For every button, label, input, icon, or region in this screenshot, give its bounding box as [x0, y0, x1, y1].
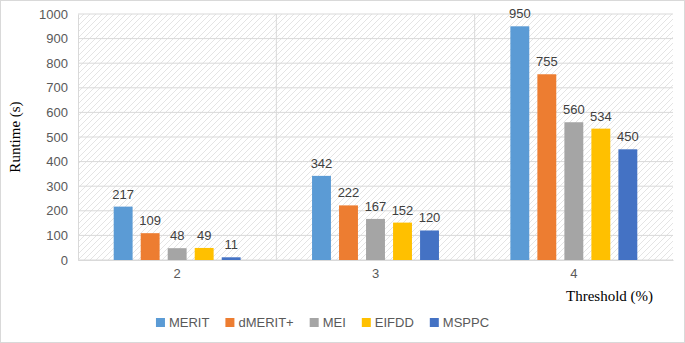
y-tick: 700 — [46, 80, 78, 95]
legend-label: MSPPC — [443, 315, 489, 330]
grid-line — [78, 186, 673, 187]
x-tick-label: 3 — [372, 266, 379, 281]
bar — [141, 233, 160, 260]
x-tick: 2 — [174, 260, 181, 281]
bar — [339, 205, 358, 260]
y-tick-label: 100 — [46, 228, 68, 243]
plot: 0 100 200 300 400 500 600 700 800 900 1000 2 3 4 217 34… — [39, 6, 673, 281]
legend-label: MERIT — [169, 315, 210, 330]
legend-swatch — [156, 318, 165, 327]
y-tick-label: 600 — [46, 105, 68, 120]
x-tick: 4 — [570, 260, 577, 281]
bar — [618, 149, 637, 260]
y-tick-label: 200 — [46, 203, 68, 218]
data-label: 120 — [419, 210, 441, 225]
y-tick-label: 500 — [46, 130, 68, 145]
y-tick-label: 1000 — [39, 7, 68, 22]
x-axis: 2 3 4 — [79, 260, 674, 281]
grid-line — [78, 63, 673, 64]
bar — [168, 248, 187, 260]
data-label: 109 — [139, 213, 161, 228]
grid-line — [78, 137, 673, 138]
data-label: 48 — [170, 228, 184, 243]
legend-item: dMERIT+ — [225, 315, 293, 330]
bar — [195, 248, 214, 260]
bar — [420, 230, 439, 260]
legend-label: MEI — [323, 315, 346, 330]
bar — [222, 257, 241, 260]
data-label: 49 — [197, 228, 211, 243]
grid — [78, 14, 673, 260]
legend-swatch — [430, 318, 439, 327]
bar — [591, 129, 610, 260]
y-tick: 600 — [46, 105, 78, 120]
y-tick-label: 800 — [46, 56, 68, 71]
legend-item: MERIT — [156, 315, 210, 330]
y-axis-title: Runtime (s) — [7, 101, 24, 172]
data-label: 167 — [365, 199, 387, 214]
y-tick: 300 — [46, 179, 78, 194]
legend-label: dMERIT+ — [238, 315, 293, 330]
x-axis-title: Threshold (%) — [566, 288, 653, 305]
x-tick: 3 — [372, 260, 379, 281]
x-tick-label: 4 — [570, 266, 577, 281]
grid-line — [78, 87, 673, 88]
bars — [114, 26, 638, 260]
y-tick-label: 700 — [46, 80, 68, 95]
bar — [312, 176, 331, 260]
y-tick: 1000 — [39, 7, 78, 22]
grid-line — [78, 14, 673, 15]
legend-swatch — [362, 318, 371, 327]
data-label: 755 — [536, 54, 558, 69]
data-label: 11 — [224, 237, 238, 252]
legend: MERIT dMERIT+ MEI EIFDD MSPPC — [156, 315, 489, 330]
bar — [393, 223, 412, 260]
data-label: 534 — [590, 109, 612, 124]
y-tick: 900 — [46, 31, 78, 46]
y-tick: 500 — [46, 130, 78, 145]
y-axis-line — [78, 15, 79, 261]
legend-item: EIFDD — [362, 315, 414, 330]
plot-background — [78, 14, 673, 260]
bar — [366, 219, 385, 260]
data-label: 152 — [392, 203, 414, 218]
y-tick: 800 — [46, 56, 78, 71]
grid-line — [78, 38, 673, 39]
data-label: 950 — [509, 6, 531, 21]
y-tick: 200 — [46, 203, 78, 218]
y-tick-label: 900 — [46, 31, 68, 46]
y-axis: 0 100 200 300 400 500 600 700 800 900 1000 — [39, 7, 78, 268]
data-labels: 217 342 950 109 222 755 48 167 560 49 152 534 11 120 4… — [112, 6, 638, 252]
legend-item: MSPPC — [430, 315, 489, 330]
data-label: 342 — [311, 156, 333, 171]
y-tick: 400 — [46, 154, 78, 169]
data-label: 222 — [338, 185, 360, 200]
legend-item: MEI — [310, 315, 346, 330]
legend-swatch — [310, 318, 319, 327]
category-divider — [276, 14, 277, 260]
bar — [537, 74, 556, 260]
y-tick: 0 — [61, 253, 78, 268]
chart: 0 100 200 300 400 500 600 700 800 900 1000 2 3 4 217 34… — [0, 0, 685, 343]
bar — [114, 207, 133, 260]
x-tick-label: 2 — [174, 266, 181, 281]
y-tick-label: 300 — [46, 179, 68, 194]
category-divider — [474, 14, 475, 260]
y-tick: 100 — [46, 228, 78, 243]
data-label: 560 — [563, 102, 585, 117]
bar — [564, 122, 583, 260]
legend-label: EIFDD — [375, 315, 414, 330]
legend-swatch — [225, 318, 234, 327]
category-dividers — [276, 14, 474, 260]
bar — [510, 26, 529, 260]
chart-border — [1, 1, 685, 343]
y-tick-label: 400 — [46, 154, 68, 169]
data-label: 450 — [617, 129, 639, 144]
y-tick-label: 0 — [61, 253, 68, 268]
data-label: 217 — [112, 187, 134, 202]
grid-line — [78, 161, 673, 162]
x-axis-line — [79, 260, 674, 261]
